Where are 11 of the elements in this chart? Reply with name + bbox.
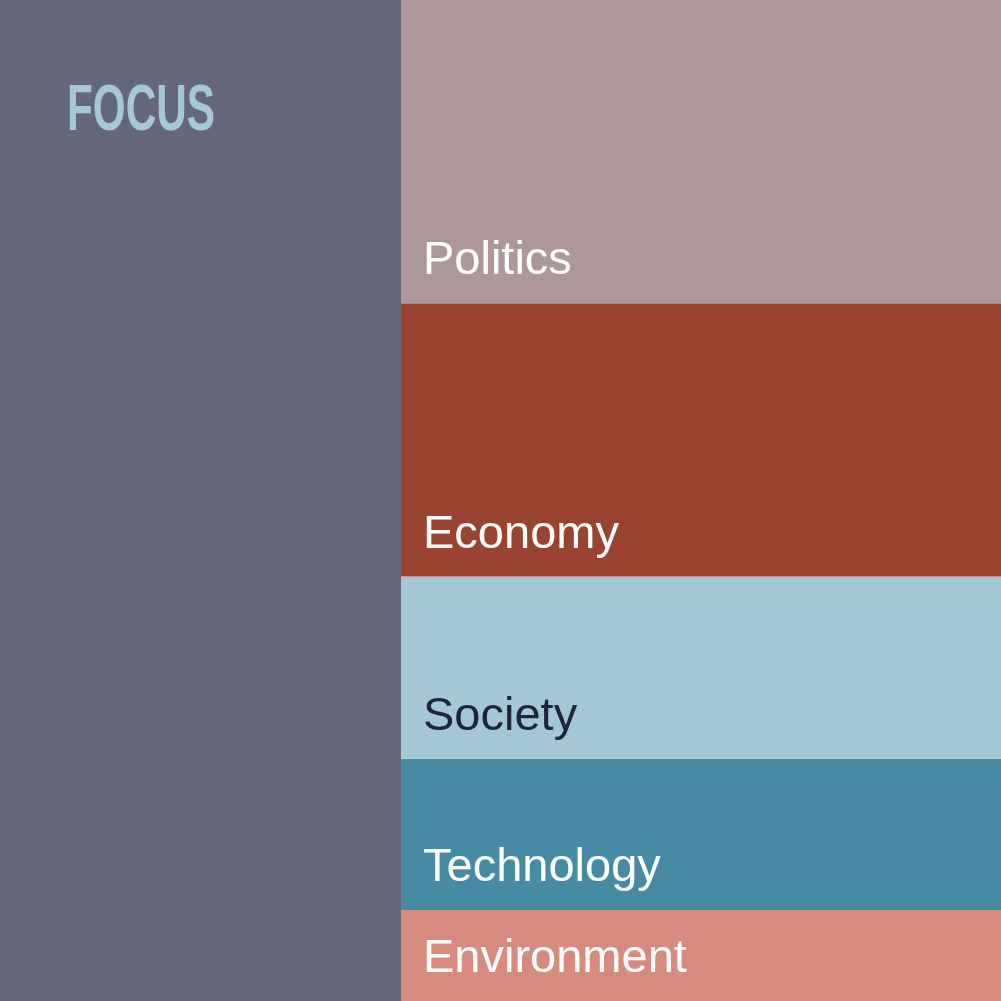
series-label: Politics	[423, 231, 572, 285]
bar	[401, 576, 1001, 759]
bar	[401, 909, 1001, 1001]
series-label: Economy	[423, 504, 620, 558]
series-label: Technology	[423, 837, 662, 891]
bar	[401, 303, 1001, 577]
series-label: Society	[423, 686, 578, 740]
bar	[401, 758, 1001, 910]
bar	[401, 0, 1001, 304]
series-label: Environment	[423, 929, 687, 982]
text: FOCUS	[67, 71, 215, 146]
